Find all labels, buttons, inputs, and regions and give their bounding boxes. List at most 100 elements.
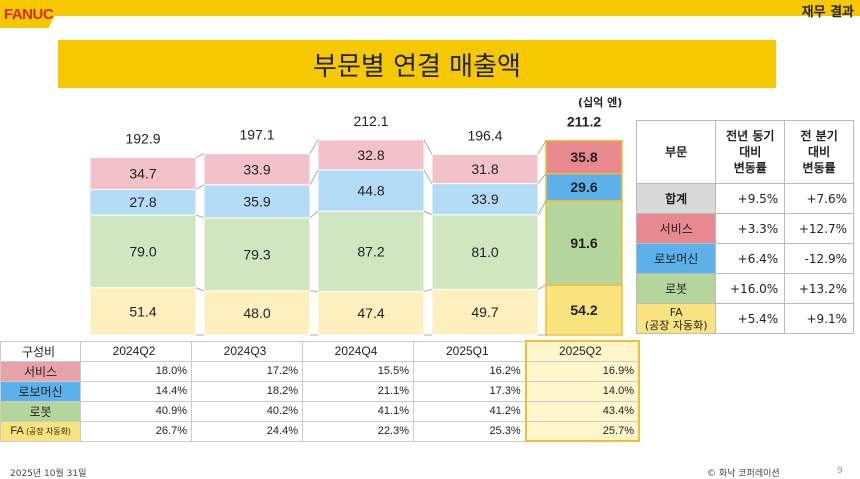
qoq-value: +13.2% [784,273,854,304]
qoq-value: +7.6% [784,183,854,214]
footer-copyright: © 화낙 코퍼레이션 [707,469,780,479]
bar-value-label: 32.8 [357,147,384,163]
table-row: FA (공장 자동화) +5.4% +9.1% [635,303,854,334]
bar-value-label: 44.8 [357,183,384,199]
bar-value-label: 35.9 [243,193,270,209]
column-header: 2024Q3 [191,340,303,362]
change-rate-table: 부문 전년 동기 대비 변동률 전 분기 대비 변동률 합계 +9.5% +7.6%… [635,120,854,334]
cell: 17.2% [191,360,303,382]
fa-label: FA [10,425,24,437]
bar-value-label: 51.4 [129,303,156,319]
bar-value-label: 87.2 [357,243,384,259]
table-row: 로봇 +16.0% +13.2% [635,273,854,304]
cell: 26.7% [80,420,192,442]
bar-value-label: 34.7 [129,165,156,181]
column-header: 2025Q1 [412,340,527,362]
bar-segment-robot [431,214,539,290]
connector-line [423,169,433,184]
cell: 14.0% [524,380,641,402]
bar-value-label: 79.3 [243,246,270,262]
connector-line [195,153,205,158]
bar-segment-fa [203,290,311,336]
row-label-robomachine: 로보머신 [0,380,81,402]
bar-segment-robomachine [89,188,197,216]
connector-line [423,288,433,292]
connector-line [309,139,319,154]
row-label-robot: 로봇 [0,400,81,422]
connector-line [423,139,433,155]
cell: 18.0% [80,360,192,382]
bar-segment-robomachine [431,183,539,216]
bar-value-label: 31.8 [471,161,498,177]
header-segment: 부문 [635,120,717,184]
bar-segment-robomachine [203,184,311,219]
connector-line [537,284,547,290]
fanuc-logo: FANUC [4,6,54,23]
footer-date: 2025년 10월 31일 [10,469,87,479]
segment-robomachine: 로보머신 [635,243,717,274]
segment-fa: FA (공장 자동화) [635,303,717,334]
header-qoq: 전 분기 대비 변동률 [784,120,854,184]
table-row: FA (공장 자동화) 26.7% 24.4% 22.3% 25.3% 25.7% [0,420,641,442]
qoq-value: +9.1% [784,303,854,334]
page-title: 부문별 연결 매출액 [58,40,776,88]
fa-sublabel: (공장 자동화) [26,427,71,436]
bar-value-label: 35.8 [570,149,597,165]
cell: 15.5% [302,360,414,382]
bar-total-label: 192.9 [125,131,160,147]
yoy-value: +6.4% [715,243,786,274]
cell: 25.7% [524,420,641,442]
bar-value-label: 81.0 [471,244,498,260]
bar-segment-service [89,157,197,190]
bar-segment-service [317,139,425,171]
bar-value-label: 47.4 [357,305,384,321]
bar-segment-robomachine [317,169,425,212]
section-title: 재무 결과 [801,5,854,20]
connector-line [537,200,547,215]
corner-label: 구성비 [0,340,81,362]
table-row: 로보머신 +6.4% -12.9% [635,243,854,274]
yoy-value: +5.4% [715,303,786,334]
table-row: 로봇 40.9% 40.2% 41.1% 41.2% 43.4% [0,400,641,422]
connector-line [195,287,205,292]
row-label-service: 서비스 [0,360,81,382]
bar-value-label: 49.7 [471,304,498,320]
cell: 41.1% [302,400,414,422]
composition-header: 구성비 2024Q2 2024Q3 2024Q4 2025Q1 2025Q2 [0,340,641,362]
header-yoy: 전년 동기 대비 변동률 [715,120,786,184]
bar-total-label: 211.2 [567,114,601,130]
cell: 18.2% [191,380,303,402]
cell: 21.1% [302,380,414,402]
table-row: 서비스 18.0% 17.2% 15.5% 16.2% 16.9% [0,360,641,382]
bar-segment-service [545,139,623,175]
bar-value-label: 33.9 [471,191,498,207]
table-row: 합계 +9.5% +7.6% [635,183,854,214]
logo-tab [0,0,55,28]
composition-table: 구성비 2024Q2 2024Q3 2024Q4 2025Q1 2025Q2 서… [0,340,641,442]
column-header: 2025Q2 [524,340,641,362]
connector-line [309,290,319,292]
table-row: 서비스 +3.3% +12.7% [635,213,854,244]
page-title-text: 부문별 연결 매출액 [313,51,521,82]
bar-segment-fa [545,284,623,336]
cell: 17.3% [412,380,527,402]
column-header: 2024Q4 [302,340,414,362]
cell: 16.9% [524,360,641,382]
connector-line [309,169,319,186]
bar-segment-robot [89,214,197,289]
bar-segment-robot [545,200,623,286]
cell: 16.2% [412,360,527,382]
column-header: 2024Q2 [80,340,192,362]
cell: 40.2% [191,400,303,422]
stacked-bar-chart: 51.4 79.0 27.8 34.7 192.9 48.0 79.3 35.9 33.9 197… [89,113,623,336]
bar-segment-service [431,153,539,185]
table-row: 로보머신 14.4% 18.2% 21.1% 17.3% 14.0% [0,380,641,402]
qoq-value: -12.9% [784,243,854,274]
connector-line [537,140,547,155]
yoy-value: +9.5% [715,183,786,214]
unit-label: (십억 엔) [578,96,623,109]
bar-total-label: 197.1 [239,127,274,143]
page-number: 9 [837,466,843,476]
bar-total-label: 196.4 [467,127,502,143]
change-table-header: 부문 전년 동기 대비 변동률 전 분기 대비 변동률 [635,120,854,184]
